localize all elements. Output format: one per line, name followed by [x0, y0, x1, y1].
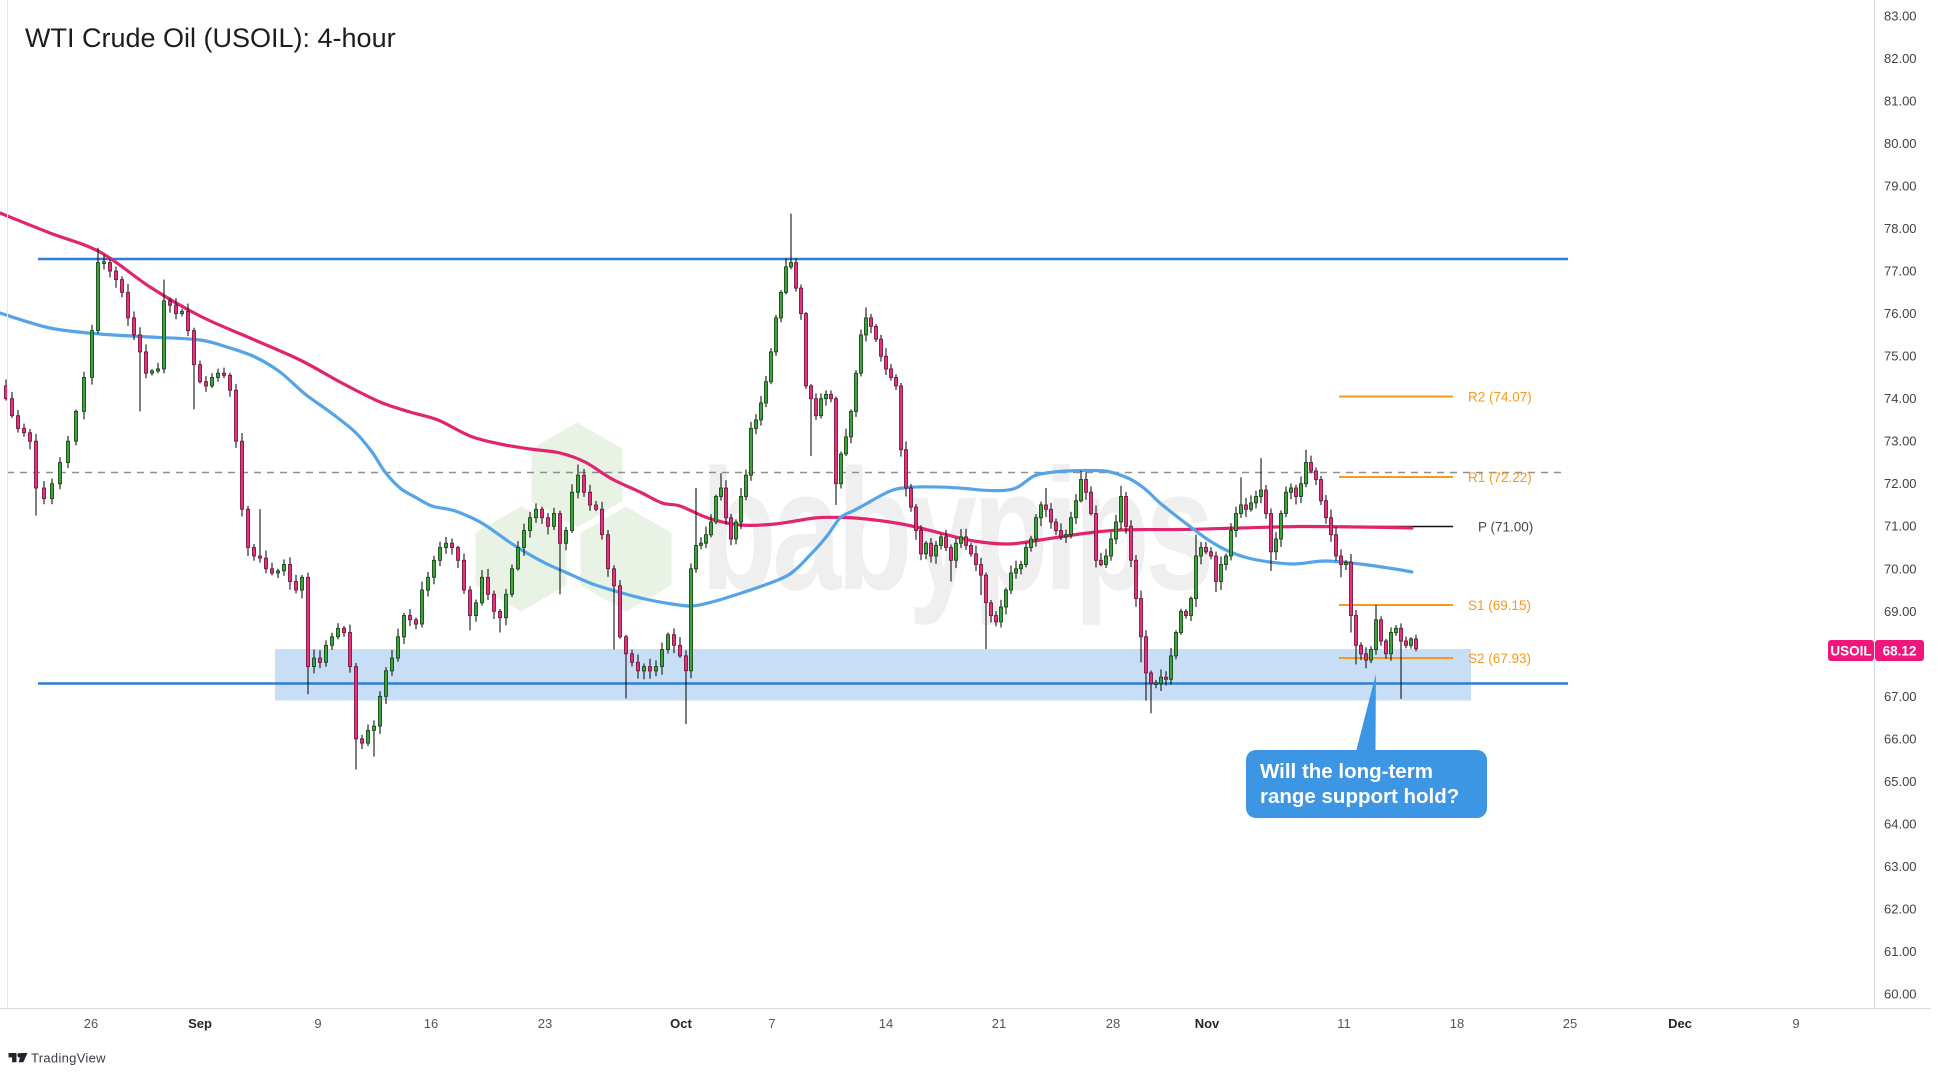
svg-text:66.00: 66.00	[1884, 731, 1917, 746]
svg-text:69.00: 69.00	[1884, 604, 1917, 619]
svg-text:73.00: 73.00	[1884, 434, 1917, 449]
svg-text:TradingView: TradingView	[31, 1051, 106, 1066]
svg-text:72.00: 72.00	[1884, 476, 1917, 491]
svg-text:R1 (72.22): R1 (72.22)	[1468, 470, 1532, 485]
svg-text:78.00: 78.00	[1884, 221, 1917, 236]
svg-text:Will the long-term: Will the long-term	[1260, 760, 1433, 783]
svg-text:67.00: 67.00	[1884, 689, 1917, 704]
svg-text:64.00: 64.00	[1884, 816, 1917, 831]
svg-text:76.00: 76.00	[1884, 306, 1917, 321]
svg-text:82.00: 82.00	[1884, 51, 1917, 66]
svg-text:P (71.00): P (71.00)	[1478, 520, 1533, 535]
svg-text:range support hold?: range support hold?	[1260, 785, 1459, 808]
svg-text:83.00: 83.00	[1884, 9, 1917, 24]
svg-text:71.00: 71.00	[1884, 519, 1917, 534]
svg-text:70.00: 70.00	[1884, 561, 1917, 576]
svg-text:62.00: 62.00	[1884, 901, 1917, 916]
svg-text:26: 26	[84, 1016, 98, 1031]
svg-text:11: 11	[1337, 1016, 1351, 1031]
svg-text:USOIL: USOIL	[1830, 644, 1871, 659]
svg-text:79.00: 79.00	[1884, 179, 1917, 194]
svg-text:Dec: Dec	[1668, 1016, 1692, 1031]
svg-text:21: 21	[992, 1016, 1006, 1031]
svg-text:9: 9	[314, 1016, 321, 1031]
svg-text:16: 16	[424, 1016, 438, 1031]
svg-text:75.00: 75.00	[1884, 349, 1917, 364]
svg-text:28: 28	[1106, 1016, 1120, 1031]
svg-text:23: 23	[538, 1016, 552, 1031]
svg-text:14: 14	[879, 1016, 893, 1031]
svg-text:81.00: 81.00	[1884, 94, 1917, 109]
svg-text:Nov: Nov	[1195, 1016, 1220, 1031]
svg-text:18: 18	[1450, 1016, 1464, 1031]
svg-text:9: 9	[1792, 1016, 1799, 1031]
svg-text:74.00: 74.00	[1884, 391, 1917, 406]
svg-text:S2 (67.93): S2 (67.93)	[1468, 651, 1531, 666]
svg-text:68.12: 68.12	[1883, 644, 1917, 659]
svg-text:25: 25	[1563, 1016, 1577, 1031]
svg-text:R2 (74.07): R2 (74.07)	[1468, 390, 1532, 405]
svg-text:60.00: 60.00	[1884, 987, 1917, 1002]
svg-text:80.00: 80.00	[1884, 136, 1917, 151]
svg-text:Oct: Oct	[670, 1016, 692, 1031]
svg-text:7: 7	[768, 1016, 775, 1031]
svg-text:Sep: Sep	[188, 1016, 212, 1031]
svg-text:63.00: 63.00	[1884, 859, 1917, 874]
svg-text:61.00: 61.00	[1884, 944, 1917, 959]
svg-text:S1 (69.15): S1 (69.15)	[1468, 598, 1531, 613]
svg-text:77.00: 77.00	[1884, 264, 1917, 279]
svg-text:WTI Crude Oil (USOIL): 4-hour: WTI Crude Oil (USOIL): 4-hour	[25, 23, 396, 53]
svg-text:65.00: 65.00	[1884, 774, 1917, 789]
